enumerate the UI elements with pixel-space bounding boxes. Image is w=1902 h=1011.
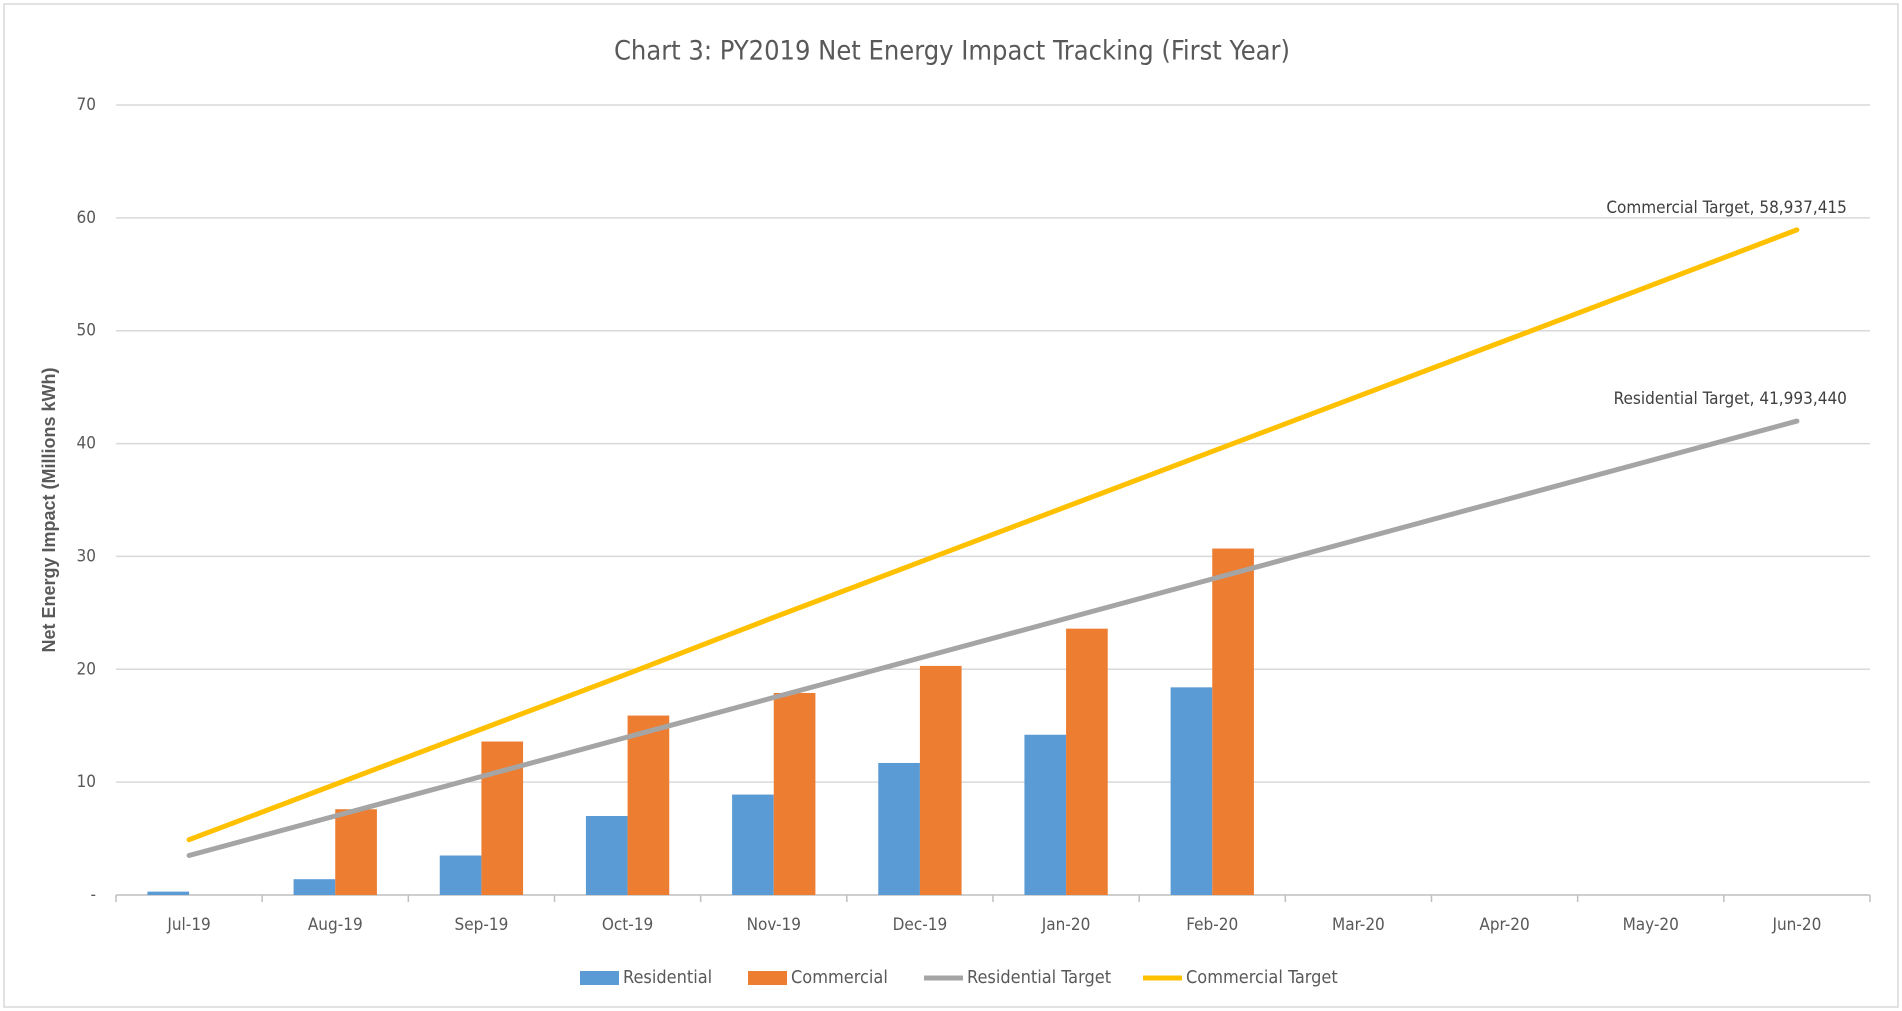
bar: [439, 855, 482, 895]
y-tick-label: 10: [77, 772, 96, 792]
x-tick-label: Nov-19: [747, 915, 801, 935]
x-tick-label: Aug-19: [308, 915, 363, 935]
y-tick-label: 40: [77, 434, 96, 454]
x-tick-label: Jul-19: [166, 915, 210, 935]
bar: [1170, 687, 1213, 895]
x-tick-label: Jan-20: [1041, 915, 1091, 935]
bar: [627, 715, 670, 895]
x-tick-label: Apr-20: [1479, 915, 1529, 935]
bar: [1024, 734, 1067, 895]
bar: [1212, 548, 1254, 895]
x-tick-label: Feb-20: [1186, 915, 1238, 935]
legend-label: Residential: [623, 967, 712, 988]
chart-title: Chart 3: PY2019 Net Energy Impact Tracki…: [614, 36, 1290, 67]
line-series: [186, 418, 1800, 858]
legend-label: Commercial: [791, 967, 888, 988]
line-series: [186, 227, 1800, 843]
bar: [878, 762, 920, 895]
bar: [335, 809, 377, 895]
bar: [919, 665, 962, 895]
y-tick-label: 60: [77, 208, 96, 228]
y-tick-label: 50: [77, 321, 96, 341]
y-tick-label: 70: [77, 95, 96, 115]
y-axis-title: Net Energy Impact (Millions kWh): [39, 367, 59, 652]
legend-swatch: [748, 971, 787, 985]
bar: [732, 794, 774, 895]
legend-label: Residential Target: [967, 967, 1111, 988]
legend-label: Commercial Target: [1186, 967, 1338, 988]
x-tick-label: May-20: [1623, 915, 1679, 935]
x-tick-label: Mar-20: [1332, 915, 1385, 935]
y-tick-label: 20: [77, 659, 96, 679]
bar: [147, 891, 190, 895]
x-tick-label: Jun-20: [1771, 915, 1821, 935]
legend-swatch: [580, 971, 619, 985]
data-label: Residential Target, 41,993,440: [1614, 389, 1847, 409]
x-tick-label: Dec-19: [893, 915, 948, 935]
x-tick-label: Oct-19: [602, 915, 653, 935]
bar: [773, 692, 816, 895]
data-label: Commercial Target, 58,937,415: [1606, 198, 1847, 218]
y-tick-label: -: [90, 885, 96, 905]
bar: [585, 816, 628, 895]
bar: [1066, 628, 1108, 895]
bar: [293, 879, 336, 895]
x-tick-label: Sep-19: [455, 915, 509, 935]
y-tick-label: 30: [77, 546, 96, 566]
